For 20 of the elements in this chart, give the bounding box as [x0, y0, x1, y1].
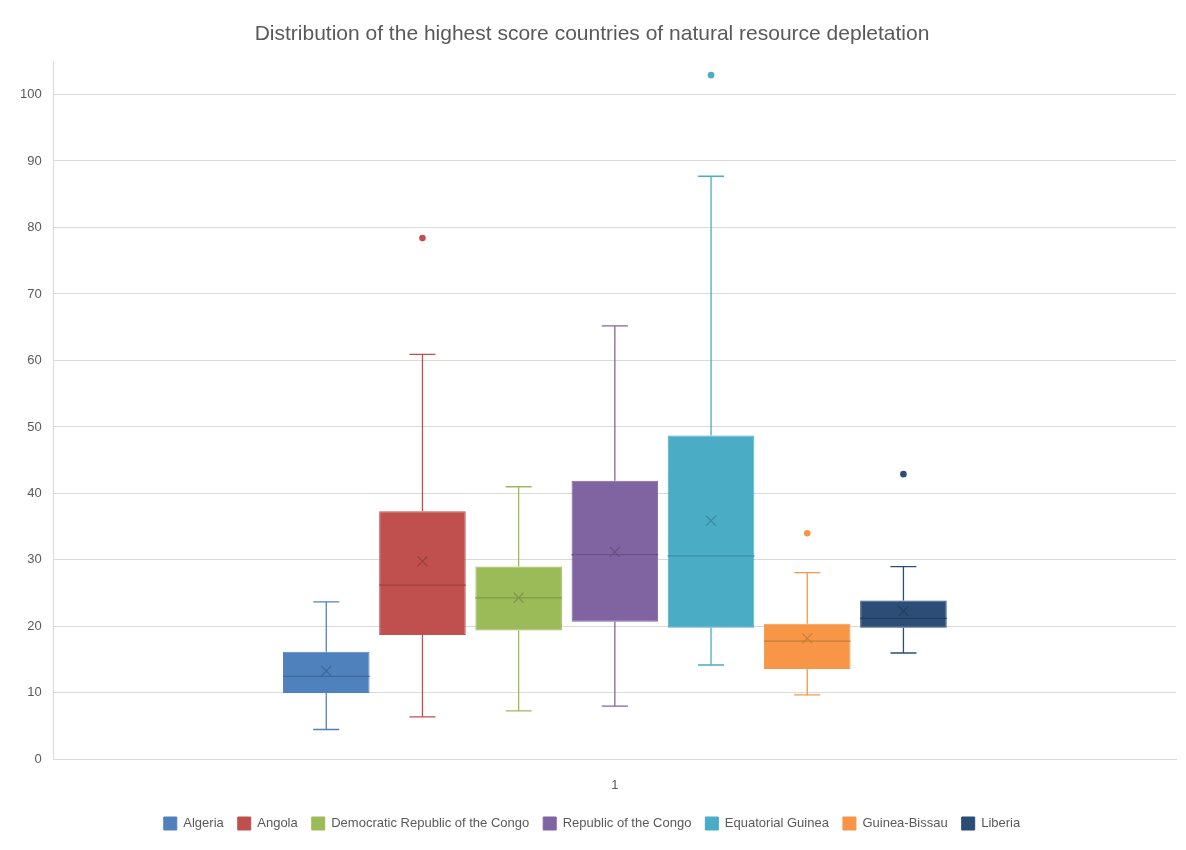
y-tick-label: 100	[19, 86, 42, 102]
legend-label: Angola	[257, 815, 299, 831]
chart-title: Distribution of the highest score countries of natural resource depletation	[254, 21, 930, 45]
y-tick-label: 10	[27, 684, 42, 700]
legend-label: Democratic Republic of the Congo	[331, 815, 530, 831]
legend-label: Republic of the Congo	[562, 815, 692, 831]
x-tick-label: 1	[611, 776, 619, 792]
legend-label: Guinea-Bissau	[862, 815, 948, 831]
y-tick-label: 60	[27, 352, 42, 368]
y-tick-label: 40	[27, 485, 42, 500]
y-tick-label: 90	[27, 152, 42, 168]
y-tick-label: 70	[27, 285, 42, 301]
legend-label: Algeria	[183, 815, 225, 831]
y-tick-label: 0	[34, 750, 42, 766]
legend-label: Liberia	[981, 815, 1021, 831]
y-tick-label: 50	[27, 418, 42, 434]
legend-label: Equatorial Guinea	[724, 815, 830, 831]
y-tick-label: 30	[27, 551, 42, 567]
y-tick-label: 20	[27, 617, 42, 633]
y-tick-label: 80	[27, 219, 42, 235]
